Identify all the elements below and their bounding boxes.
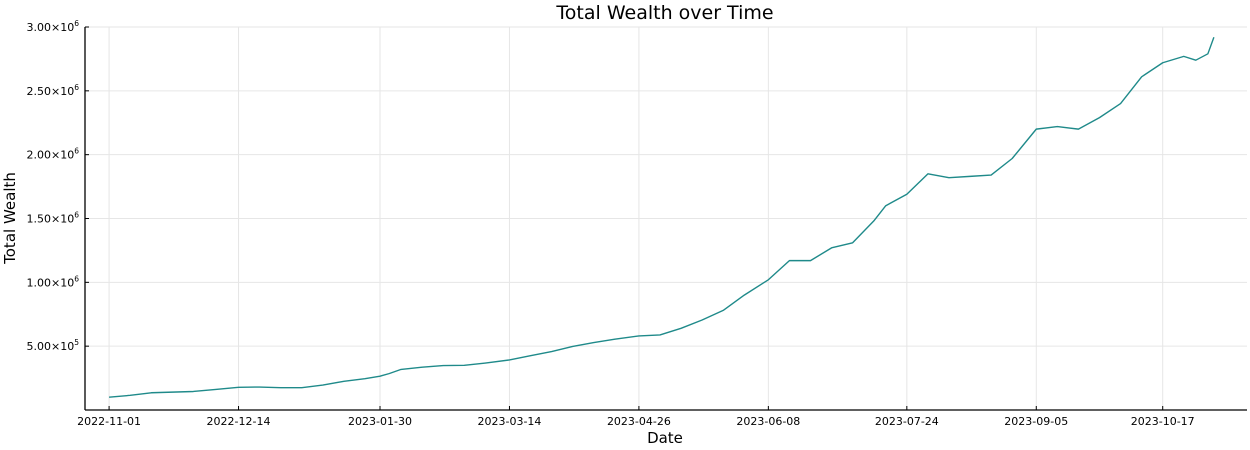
chart-title: Total Wealth over Time xyxy=(555,2,773,24)
y-tick-label: 2.50×106 xyxy=(27,83,80,98)
y-tick-label: 1.50×106 xyxy=(27,211,80,226)
y-tick-mantissa: 3.00×10 xyxy=(27,21,75,34)
y-tick-mantissa: 1.00×10 xyxy=(27,276,75,289)
x-tick-label: 2022-11-01 xyxy=(77,415,141,428)
y-tick-mantissa: 5.00×10 xyxy=(27,340,75,353)
x-tick-label: 2023-04-26 xyxy=(607,415,671,428)
x-tick-label: 2023-03-14 xyxy=(477,415,541,428)
y-tick-exponent: 6 xyxy=(74,274,79,283)
x-axis-title: Date xyxy=(647,429,683,447)
y-tick-exponent: 6 xyxy=(74,211,79,220)
grid xyxy=(85,26,1247,410)
y-tick-label: 2.00×106 xyxy=(27,147,80,162)
y-axis-title: Total Wealth xyxy=(1,172,19,265)
x-tick-label: 2023-01-30 xyxy=(348,415,412,428)
y-tick-exponent: 5 xyxy=(74,338,79,347)
y-tick-mantissa: 2.50×10 xyxy=(27,85,75,98)
y-ticks: 5.00×1051.00×1061.50×1062.00×1062.50×106… xyxy=(27,19,89,353)
y-tick-label: 5.00×105 xyxy=(27,338,80,353)
y-tick-exponent: 6 xyxy=(74,19,79,28)
y-tick-mantissa: 2.00×10 xyxy=(27,149,75,162)
series-line xyxy=(109,36,1215,398)
y-tick-label: 1.00×106 xyxy=(27,274,80,289)
y-tick-mantissa: 1.50×10 xyxy=(27,213,75,226)
y-tick-label: 3.00×106 xyxy=(27,19,80,34)
series-group xyxy=(109,36,1215,398)
y-tick-exponent: 6 xyxy=(74,83,79,92)
x-tick-label: 2023-09-05 xyxy=(1004,415,1068,428)
x-tick-label: 2022-12-14 xyxy=(207,415,271,428)
x-tick-label: 2023-10-17 xyxy=(1131,415,1195,428)
y-tick-exponent: 6 xyxy=(74,147,79,156)
x-tick-label: 2023-07-24 xyxy=(875,415,939,428)
x-tick-label: 2023-06-08 xyxy=(736,415,800,428)
x-ticks: 2022-11-01 2022-12-14 2023-01-30 2023-03-14… xyxy=(77,406,1195,428)
